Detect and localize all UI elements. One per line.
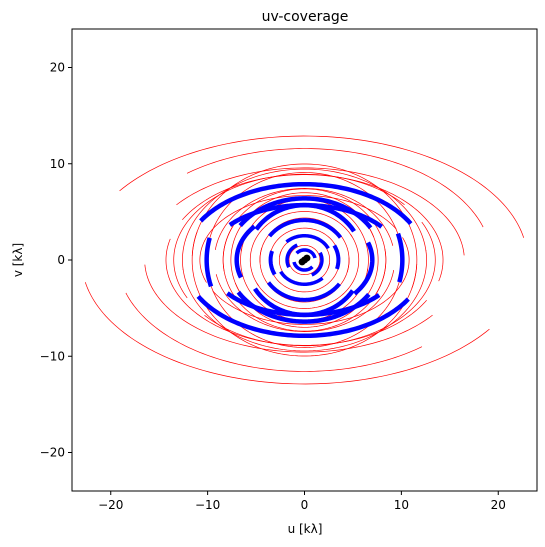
series-0-arc-2-mirror [144, 264, 433, 353]
series-1-arc-10 [295, 248, 317, 259]
series-1-arc-1-mirror [204, 237, 214, 288]
series-0-arc-4-mirror [204, 221, 436, 347]
y-tick-label: 0 [57, 253, 65, 267]
series-0-arc-7-mirror [212, 237, 410, 325]
series-2-point-1 [303, 254, 311, 262]
series-0-arc-17-mirror [288, 257, 321, 275]
x-tick-label: −10 [195, 498, 220, 512]
series-1-arc-9-mirror [311, 251, 324, 277]
series-0-arc-7 [199, 195, 397, 283]
series-0-arc-13 [249, 211, 353, 286]
series-0-arc-13-mirror [256, 234, 360, 309]
series-1-arc-4-mirror [353, 241, 375, 296]
series-1-arc-7 [332, 244, 341, 270]
x-tick-label: 20 [491, 498, 506, 512]
series-1-arc-5-mirror [253, 287, 355, 318]
series-1-arc-6-mirror [266, 281, 341, 302]
series-0-arc-0-mirror [84, 282, 490, 385]
series-2-point-2 [298, 258, 306, 266]
series-0-arc-5-mirror [182, 250, 427, 352]
series-0-arc-9 [214, 188, 394, 250]
series-0-arc-14 [259, 217, 350, 273]
series-1-arc-10-mirror [292, 261, 314, 272]
x-tick-label: 0 [301, 498, 309, 512]
series-0-arc-1-mirror [125, 292, 423, 372]
chart-title: uv-coverage [262, 9, 349, 25]
series-0-arc-8-mirror [206, 237, 403, 348]
y-axis-label: v [kλ] [11, 243, 25, 277]
y-tick-label: −10 [40, 349, 65, 363]
series-1-arc-3-mirror [236, 290, 371, 324]
series-0-arc-6-mirror [191, 231, 418, 357]
series-1-arc-7-mirror [268, 250, 277, 276]
series-0-arc-8 [206, 172, 403, 283]
series-0-arc-0 [119, 135, 525, 238]
series-1-arc-8 [285, 234, 330, 250]
series-0-arc-6 [191, 163, 418, 289]
series-0-arc-11-mirror [235, 224, 379, 328]
series-1-arc-8-mirror [279, 270, 324, 286]
series-1-arc-0 [199, 181, 413, 226]
series-1-arc-9 [285, 243, 298, 269]
series-0-arc-1 [186, 148, 484, 228]
y-tick-label: −20 [40, 446, 65, 460]
series-0-arc-9-mirror [215, 270, 395, 332]
series-1-arc-5 [254, 202, 356, 233]
series-0-arc-4 [173, 173, 405, 299]
series-1-arc-6 [268, 218, 343, 239]
series-1-arc-0-mirror [196, 294, 410, 339]
plot-marks [84, 135, 525, 385]
y-tick-label: 10 [50, 157, 65, 171]
series-1-arc-1 [395, 232, 405, 283]
x-axis-label: u [kλ] [288, 522, 323, 536]
series-1-arc-4 [234, 224, 256, 279]
x-tick-label: −20 [98, 498, 123, 512]
x-axis: −20 −10 0 10 20 [98, 491, 506, 512]
series-0-arc-5 [182, 168, 427, 270]
series-0-arc-2 [176, 167, 465, 256]
series-1-arc-3 [238, 196, 373, 230]
x-tick-label: 10 [394, 498, 409, 512]
y-tick-label: 20 [50, 61, 65, 75]
series-0-arc-17 [288, 245, 321, 263]
series-0-arc-14-mirror [259, 247, 350, 303]
series-0-arc-10-mirror [222, 225, 387, 332]
y-axis: −20 −10 0 10 20 [40, 61, 72, 460]
series-0-arc-11 [230, 192, 374, 296]
